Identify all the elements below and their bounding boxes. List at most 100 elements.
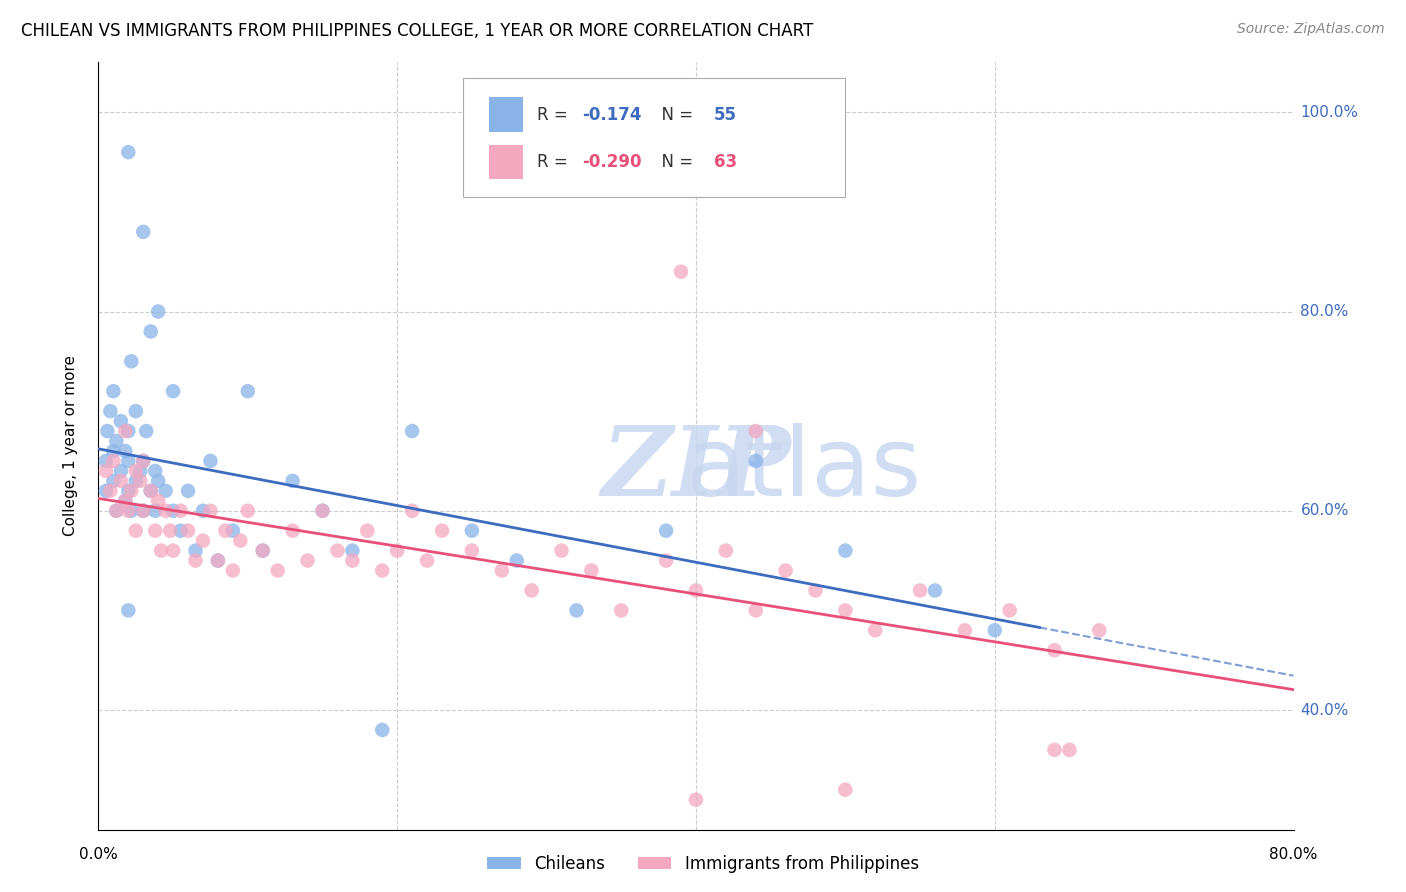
Y-axis label: College, 1 year or more: College, 1 year or more <box>63 356 77 536</box>
Point <box>326 543 349 558</box>
Point <box>110 414 132 428</box>
Text: ZIP: ZIP <box>602 422 790 516</box>
Point <box>207 553 229 567</box>
Point <box>103 454 125 468</box>
Point <box>105 434 128 448</box>
Point <box>924 583 946 598</box>
FancyBboxPatch shape <box>489 145 523 179</box>
Text: 0.0%: 0.0% <box>79 847 118 863</box>
Point <box>184 543 207 558</box>
Point <box>430 524 453 538</box>
Point <box>159 524 181 538</box>
Point <box>311 504 333 518</box>
Point <box>117 603 139 617</box>
Point <box>114 444 136 458</box>
Point <box>125 474 148 488</box>
Point <box>114 493 136 508</box>
Point <box>236 384 259 399</box>
Point <box>281 474 304 488</box>
Point <box>139 483 162 498</box>
Point <box>714 543 737 558</box>
Point <box>342 553 364 567</box>
Text: N =: N = <box>651 105 697 124</box>
Point <box>685 792 707 806</box>
Point <box>177 483 200 498</box>
Point <box>132 454 155 468</box>
Text: N =: N = <box>651 153 697 171</box>
Point <box>267 564 290 578</box>
Point <box>105 504 128 518</box>
Point <box>804 583 827 598</box>
Point <box>117 145 139 160</box>
Point <box>1088 624 1111 638</box>
Point <box>236 504 259 518</box>
Point <box>1043 743 1066 757</box>
Text: CHILEAN VS IMMIGRANTS FROM PHILIPPINES COLLEGE, 1 YEAR OR MORE CORRELATION CHART: CHILEAN VS IMMIGRANTS FROM PHILIPPINES C… <box>21 22 813 40</box>
Point <box>200 504 222 518</box>
Point <box>416 553 439 567</box>
Point <box>148 474 170 488</box>
Point <box>984 624 1007 638</box>
Point <box>252 543 274 558</box>
Point <box>669 265 692 279</box>
Point <box>520 583 543 598</box>
Point <box>865 624 887 638</box>
Text: 40.0%: 40.0% <box>1301 703 1348 717</box>
Point <box>252 543 274 558</box>
Point <box>148 304 170 318</box>
Point <box>129 474 152 488</box>
Point <box>114 493 136 508</box>
Text: 60.0%: 60.0% <box>1301 503 1348 518</box>
Point <box>222 524 245 538</box>
Point <box>998 603 1021 617</box>
Text: Source: ZipAtlas.com: Source: ZipAtlas.com <box>1237 22 1385 37</box>
Point <box>461 543 484 558</box>
Point <box>117 424 139 438</box>
Text: 63: 63 <box>714 153 737 171</box>
Point <box>94 483 117 498</box>
Point <box>132 504 155 518</box>
Point <box>94 464 117 478</box>
Point <box>103 384 125 399</box>
Point <box>550 543 572 558</box>
FancyBboxPatch shape <box>463 78 845 197</box>
Point <box>297 553 319 567</box>
Point <box>834 603 856 617</box>
Point <box>169 524 191 538</box>
Point <box>103 474 125 488</box>
Point <box>191 504 214 518</box>
Text: atlas: atlas <box>471 423 921 516</box>
Point <box>342 543 364 558</box>
Point <box>401 424 423 438</box>
Point <box>745 603 768 617</box>
Point <box>311 504 333 518</box>
Point <box>117 483 139 498</box>
Point <box>98 404 122 418</box>
Text: R =: R = <box>537 105 574 124</box>
Text: 55: 55 <box>714 105 737 124</box>
Point <box>96 424 118 438</box>
Point <box>125 464 148 478</box>
Point <box>1059 743 1081 757</box>
Point <box>214 524 236 538</box>
Point <box>184 553 207 567</box>
Point <box>565 603 588 617</box>
Point <box>177 524 200 538</box>
Point <box>834 782 856 797</box>
Point <box>110 464 132 478</box>
Legend: Chileans, Immigrants from Philippines: Chileans, Immigrants from Philippines <box>481 848 925 880</box>
Point <box>655 524 678 538</box>
Point <box>125 404 148 418</box>
Point <box>94 454 117 468</box>
Point <box>132 454 155 468</box>
Point <box>745 424 768 438</box>
Point <box>581 564 603 578</box>
Point <box>120 483 142 498</box>
Point <box>908 583 931 598</box>
Point <box>162 384 184 399</box>
Point <box>120 354 142 368</box>
Point <box>117 454 139 468</box>
Point <box>143 504 166 518</box>
Text: -0.174: -0.174 <box>582 105 643 124</box>
Point <box>155 483 177 498</box>
